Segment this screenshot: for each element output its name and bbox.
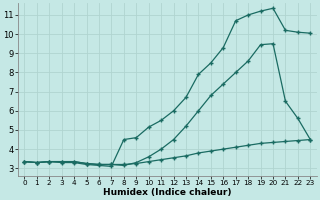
X-axis label: Humidex (Indice chaleur): Humidex (Indice chaleur) [103, 188, 232, 197]
